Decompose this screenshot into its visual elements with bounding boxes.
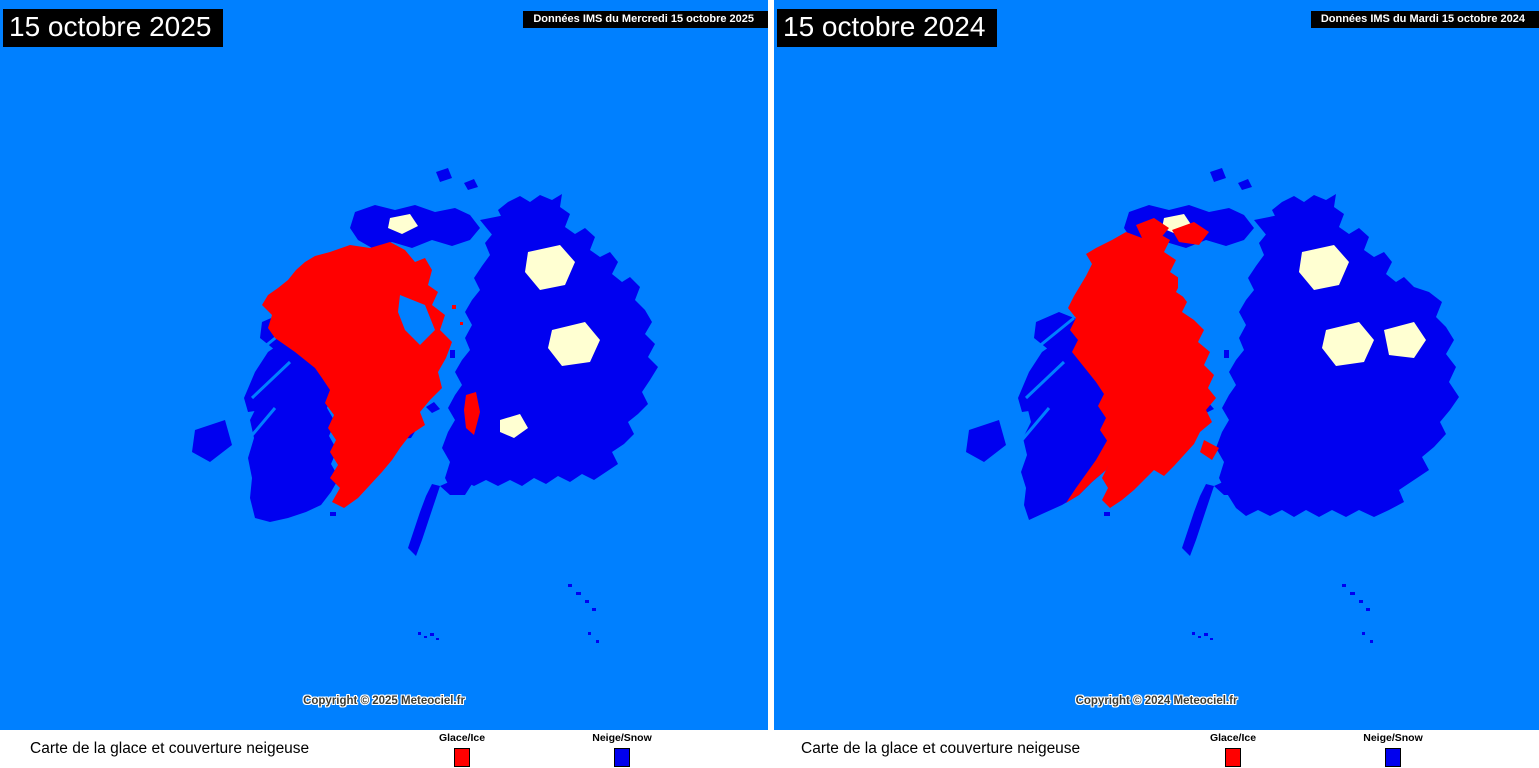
copyright-2024: Copyright © 2024 Meteociel.fr xyxy=(1075,695,1238,707)
ims-banner-2024: Données IMS du Mardi 15 octobre 2024 xyxy=(1310,11,1539,28)
legend-snow-label: Neige/Snow xyxy=(1363,732,1423,744)
snow-speckles-east xyxy=(658,243,762,470)
legend-ice-swatch xyxy=(454,748,470,767)
legend-ice: Glace/Ice xyxy=(427,732,497,767)
copyright-2025: Copyright © 2025 Meteociel.fr xyxy=(303,695,465,707)
snow-ice-overlay-2024 xyxy=(829,168,1539,643)
ice-snow-map-2024 xyxy=(829,168,1539,643)
ice-fragments xyxy=(464,392,480,435)
legend-snow-swatch xyxy=(614,748,630,767)
legend-ice: Glace/Ice xyxy=(1198,732,1268,767)
snow-holes xyxy=(1299,245,1426,366)
snow-chukotka xyxy=(350,205,545,248)
snow-scandinavia xyxy=(1182,478,1246,556)
footer-caption: Carte de la glace et couverture neigeuse xyxy=(801,740,1081,757)
legend-ice-swatch xyxy=(1225,748,1241,767)
snow-ice-overlay-2025 xyxy=(55,168,762,643)
snow-mountain-specks xyxy=(418,584,599,643)
legend-snow-swatch xyxy=(1385,748,1401,767)
snow-scandinavia xyxy=(408,478,472,556)
map-title-2025: 15 octobre 2025 xyxy=(3,9,224,47)
footer-caption: Carte de la glace et couverture neigeuse xyxy=(30,740,310,757)
ims-banner-2025: Données IMS du Mercredi 15 octobre 2025 xyxy=(523,11,768,28)
ice-greenland-east-stripe xyxy=(1066,382,1164,503)
legend-snow: Neige/Snow xyxy=(587,732,657,767)
snow-canada xyxy=(192,275,345,462)
footer-left: Carte de la glace et couverture neigeuse… xyxy=(0,730,770,768)
snow-holes xyxy=(500,245,600,438)
snow-speckles-alaska xyxy=(55,246,275,380)
legend-snow-label: Neige/Snow xyxy=(592,732,652,744)
snow-greenland-west xyxy=(248,340,339,522)
legend-ice-label: Glace/Ice xyxy=(1209,732,1257,744)
snow-speckles-alaska xyxy=(829,246,1049,380)
map-title-2024: 15 octobre 2024 xyxy=(777,9,998,47)
snow-mountain-specks xyxy=(1192,584,1373,643)
map-panel-2025: 15 octobre 2025 Données IMS du Mercredi … xyxy=(0,0,768,730)
legend-snow: Neige/Snow xyxy=(1358,732,1428,767)
footer-right: Carte de la glace et couverture neigeuse… xyxy=(771,730,1539,768)
legend-ice-label: Glace/Ice xyxy=(438,732,486,744)
ice-snow-map-2025 xyxy=(55,168,762,643)
snow-chukotka xyxy=(1124,205,1319,248)
map-panel-2024: 15 octobre 2024 Données IMS du Mardi 15 … xyxy=(774,0,1539,730)
ice-cap xyxy=(1068,232,1216,508)
snow-canada xyxy=(966,275,1119,462)
footer-bar: Carte de la glace et couverture neigeuse… xyxy=(0,730,1539,768)
